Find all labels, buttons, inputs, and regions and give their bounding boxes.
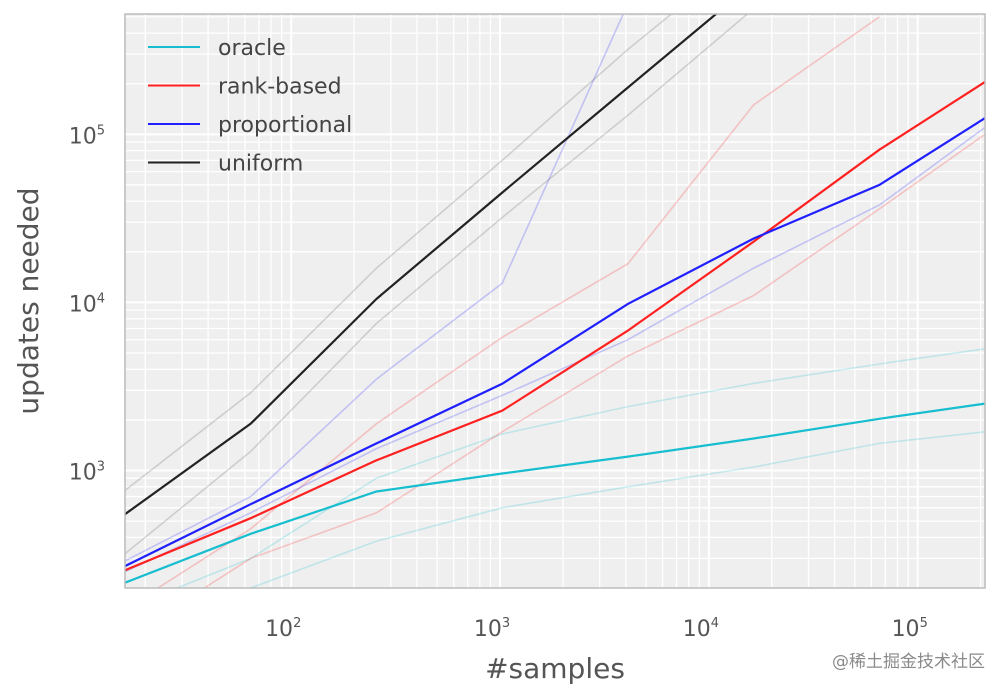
plot-frame [124,13,986,589]
band-lines [125,14,985,588]
uniform-line [125,14,718,516]
rank-based-line [125,80,985,572]
y-tick-exp: 3 [97,460,105,475]
x-tick-labels: 102 103 104 105 [265,616,928,642]
oracle-band-line [175,348,985,588]
plot-background [125,14,985,588]
legend-label-oracle: oracle [218,36,286,61]
uniform-band-line [125,14,749,555]
x-tick-label: 102 [265,616,301,642]
y-tick-label: 104 [69,291,105,317]
x-tick-label: 104 [683,616,719,642]
uniform-band-line [125,14,673,492]
proportional-band-line [125,126,985,573]
series-lines [125,14,985,584]
y-tick-exp: 4 [97,291,105,306]
legend: oracle rank-based proportional uniform [148,36,352,177]
legend-label-proportional: proportional [218,113,352,138]
y-tick-exp: 5 [97,123,105,138]
y-tick-label: 103 [69,460,105,486]
x-tick-exp: 4 [711,616,719,631]
x-tick-base: 10 [892,617,920,642]
oracle-band-line [248,431,985,588]
x-tick-exp: 3 [502,616,510,631]
rank-based-band-line [202,133,985,588]
x-tick-exp: 5 [920,616,928,631]
rank-based-band-line [156,16,880,588]
watermark: @稀土掘金技术社区 [832,652,985,672]
legend-label-rank-based: rank-based [218,75,342,100]
proportional-line [125,117,985,568]
y-axis-label: updates needed [12,187,45,414]
x-tick-label: 103 [474,616,510,642]
oracle-line [125,402,985,584]
x-axis-label: #samples [485,652,625,685]
y-tick-base: 10 [69,292,97,317]
x-tick-base: 10 [265,617,293,642]
y-tick-label: 105 [69,123,105,149]
proportional-band-line [125,14,625,562]
legend-label-uniform: uniform [218,152,303,177]
y-tick-base: 10 [69,461,97,486]
y-tick-base: 10 [69,124,97,149]
x-tick-label: 105 [892,616,928,642]
grid [125,14,985,588]
x-tick-exp: 2 [293,616,301,631]
x-tick-base: 10 [683,617,711,642]
x-tick-base: 10 [474,617,502,642]
